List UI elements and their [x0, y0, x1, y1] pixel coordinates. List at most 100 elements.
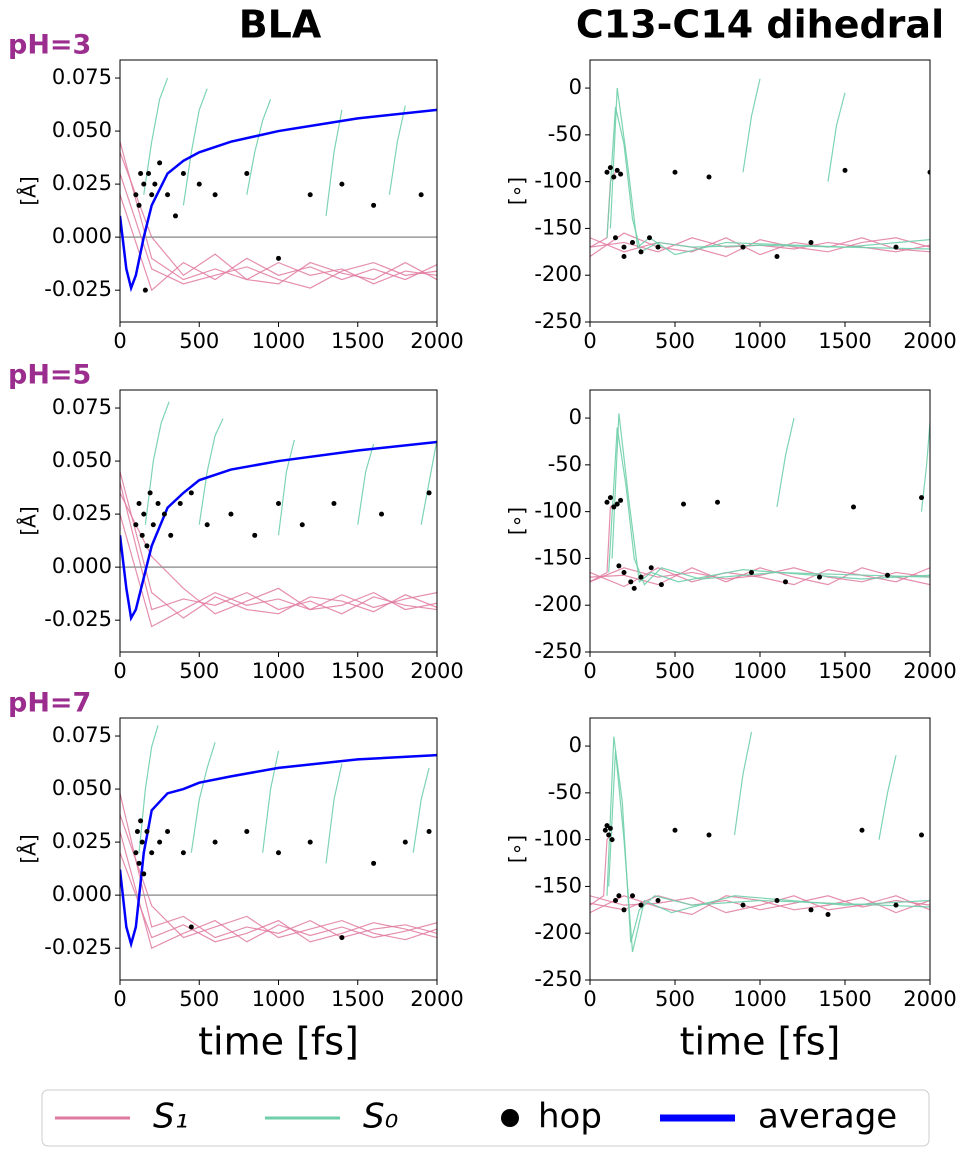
- hop-point: [196, 181, 202, 187]
- s1-trace: [120, 814, 437, 941]
- s0-trace: [246, 99, 272, 195]
- hop-point: [168, 532, 174, 538]
- y-tick-label: -100: [534, 499, 582, 523]
- hop-point: [212, 192, 218, 198]
- hop-point: [133, 522, 139, 528]
- hop-point: [139, 532, 145, 538]
- x-tick-label: 2000: [903, 987, 956, 1011]
- hop-point: [402, 839, 408, 845]
- hop-point: [204, 522, 210, 528]
- s1-trace: [120, 471, 437, 619]
- x-tick-label: 500: [179, 987, 219, 1011]
- y-tick-label: 0: [569, 405, 582, 429]
- y-axis-label: [∘]: [505, 177, 529, 205]
- s0-trace: [776, 417, 795, 508]
- hop-point: [611, 174, 617, 180]
- s0-trace: [608, 750, 930, 953]
- plot-area: [590, 731, 930, 953]
- x-tick-label: 0: [583, 659, 596, 683]
- hop-point: [133, 192, 139, 198]
- x-tick-label: 500: [179, 659, 219, 683]
- y-tick-label: -150: [534, 873, 582, 897]
- hop-point: [842, 167, 848, 173]
- hop-point: [212, 839, 218, 845]
- legend-label: S₁: [153, 1097, 188, 1137]
- s0-trace: [420, 439, 437, 525]
- x-tick-label: 1000: [252, 987, 305, 1011]
- hop-point: [188, 924, 194, 930]
- s0-trace: [609, 87, 930, 256]
- x-tick-label: 0: [583, 987, 596, 1011]
- hop-point: [188, 490, 194, 496]
- x-tick-label: 0: [113, 659, 126, 683]
- hop-point: [919, 832, 924, 838]
- column-title: C13-C14 dihedral: [576, 3, 944, 47]
- s1-trace: [590, 567, 930, 588]
- hop-point: [152, 181, 158, 187]
- hop-point: [715, 499, 720, 505]
- hop-point: [621, 244, 627, 250]
- hop-point: [614, 167, 620, 173]
- axes-frame: [589, 717, 931, 981]
- hop-point: [339, 935, 345, 941]
- s0-trace: [606, 736, 930, 943]
- hop-point: [602, 827, 608, 833]
- s1-trace: [590, 232, 930, 257]
- hop-point: [606, 832, 612, 838]
- hop-point: [136, 202, 142, 208]
- hop-point: [146, 170, 152, 176]
- hop-point: [618, 171, 624, 177]
- row-label: pH=5: [8, 360, 91, 391]
- hop-point: [655, 897, 661, 903]
- hop-point: [157, 160, 163, 166]
- y-tick-label: -150: [534, 215, 582, 239]
- hop-point: [138, 170, 144, 176]
- hop-point: [893, 902, 899, 908]
- y-axis-label: [∘]: [505, 507, 529, 535]
- s0-trace: [412, 767, 430, 853]
- y-tick-label: -250: [534, 967, 582, 991]
- hop-point: [147, 490, 153, 496]
- hop-point: [149, 850, 155, 856]
- hop-point: [244, 170, 250, 176]
- legend-swatch: [501, 1109, 519, 1127]
- hop-point: [621, 907, 627, 913]
- hop-point: [139, 839, 145, 845]
- s0-trace: [608, 427, 930, 586]
- hop-point: [648, 565, 654, 571]
- hop-point: [616, 893, 622, 899]
- hop-point: [672, 169, 678, 175]
- s0-trace: [190, 742, 216, 853]
- x-axis-label: time [fs]: [680, 1020, 841, 1064]
- y-tick-label: 0.000: [52, 882, 112, 906]
- y-tick-label: -150: [534, 545, 582, 569]
- y-tick-label: -100: [534, 827, 582, 851]
- y-tick-label: -200: [534, 592, 582, 616]
- x-tick-label: 1000: [252, 329, 305, 353]
- y-tick-label: 0.075: [52, 65, 112, 89]
- hop-point: [228, 511, 234, 517]
- s0-trace: [143, 77, 169, 195]
- x-tick-label: 2000: [903, 329, 956, 353]
- hop-point: [749, 569, 754, 575]
- hop-point: [681, 501, 686, 507]
- s0-trace: [742, 78, 761, 173]
- s1-trace: [120, 513, 437, 628]
- hop-point: [144, 828, 150, 834]
- s1-trace: [120, 194, 437, 292]
- hop-point: [604, 169, 610, 175]
- hop-point: [180, 170, 186, 176]
- hop-point: [136, 860, 142, 866]
- y-axis-label: [∘]: [505, 835, 529, 863]
- s1-trace: [120, 492, 437, 615]
- x-tick-label: 500: [655, 987, 695, 1011]
- y-tick-label: 0.000: [52, 554, 112, 578]
- plot-area: [120, 725, 437, 950]
- legend-label: average: [758, 1097, 897, 1137]
- plot-area: [590, 413, 930, 591]
- hop-point: [613, 897, 618, 903]
- x-tick-label: 0: [113, 987, 126, 1011]
- hop-point: [630, 893, 635, 899]
- s1-trace: [590, 237, 930, 258]
